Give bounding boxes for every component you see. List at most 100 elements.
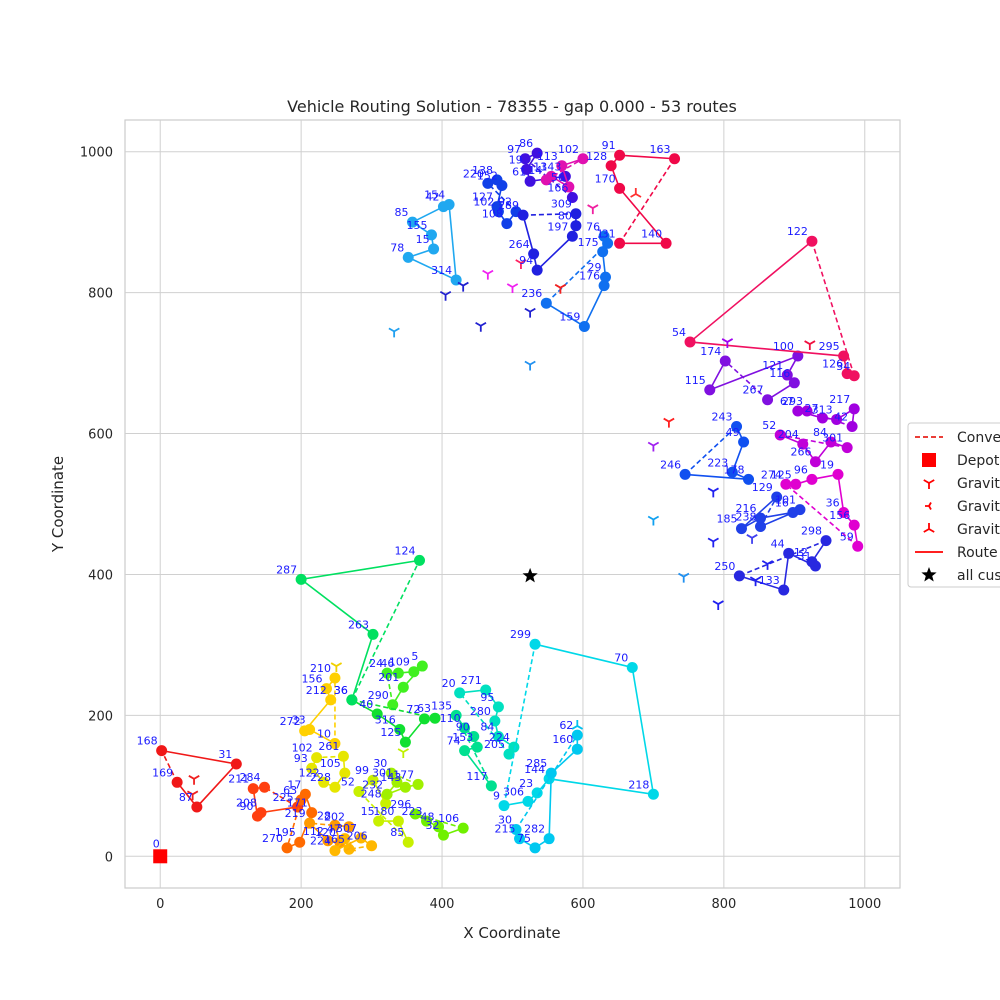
customer-label: 140 — [641, 227, 662, 240]
customer-label: 27 — [805, 402, 819, 415]
customer-label: 152 — [477, 170, 498, 183]
route-line — [161, 749, 238, 809]
customer-label: 309 — [551, 198, 572, 211]
customer-label: 208 — [236, 797, 257, 810]
customer-point — [531, 147, 543, 159]
customer-label: 299 — [510, 628, 531, 641]
customer-point — [471, 741, 483, 753]
customer-point — [454, 687, 466, 699]
customer-point — [626, 661, 638, 673]
customer-point — [295, 573, 307, 585]
customer-point — [521, 163, 533, 175]
route-dashed-leg — [358, 790, 409, 843]
customer-label: 48 — [421, 811, 435, 824]
customer-label: 290 — [368, 689, 389, 702]
customer-label: 105 — [320, 757, 341, 770]
legend-square-swatch — [922, 453, 936, 467]
customer-label: 97 — [507, 143, 521, 156]
route-dashed-leg — [309, 822, 350, 828]
customer-point — [343, 821, 355, 833]
customer-label: 261 — [318, 740, 339, 753]
customer-point — [570, 220, 582, 232]
customer-point — [543, 833, 555, 845]
customer-point — [457, 822, 469, 834]
customer-label: 216 — [736, 502, 757, 515]
customer-label: 32 — [425, 819, 439, 832]
customer-point — [540, 297, 552, 309]
customer-label: 238 — [736, 511, 757, 524]
customer-point — [353, 785, 365, 797]
customer-point — [421, 815, 433, 827]
x-axis-label: X Coordinate — [463, 924, 560, 942]
customer-label: 86 — [519, 137, 533, 150]
customer-point — [571, 729, 583, 741]
gravity-marker — [663, 417, 675, 428]
gravity-marker — [707, 487, 719, 498]
customer-label: 153 — [452, 731, 473, 744]
customer-label: 202 — [324, 811, 345, 824]
customer-point — [329, 781, 341, 793]
customer-point — [733, 570, 745, 582]
customer-point — [846, 420, 858, 432]
gravity-marker — [678, 572, 690, 583]
customer-label: 31 — [602, 227, 616, 240]
customer-point — [381, 667, 393, 679]
y-axis-label: Y Coordinate — [49, 456, 67, 553]
customer-label: 125 — [380, 726, 401, 739]
customer-label: 264 — [509, 238, 530, 251]
customer-point — [838, 506, 850, 518]
customer-point — [774, 429, 786, 441]
customer-point — [321, 683, 332, 695]
customer-label: 168 — [137, 735, 158, 748]
gravity-marker — [707, 537, 719, 548]
customer-label: 15 — [416, 233, 430, 246]
route-dashed-leg — [545, 158, 584, 181]
customer-point — [485, 780, 497, 792]
customer-point — [570, 208, 582, 220]
customer-label: 61 — [512, 165, 526, 178]
customer-point — [259, 781, 270, 793]
customer-point — [848, 403, 860, 415]
route-dashed-leg — [415, 813, 464, 829]
customer-point — [806, 556, 818, 568]
customer-label: 31 — [797, 550, 811, 563]
customer-label: 99 — [355, 764, 369, 777]
customer-point — [387, 699, 399, 711]
customer-point — [437, 829, 449, 841]
x-tick-label: 800 — [711, 897, 736, 912]
customer-point — [381, 788, 393, 800]
customer-point — [598, 280, 610, 292]
customer-label: 9 — [493, 790, 500, 803]
customer-point — [498, 800, 510, 812]
customer-point — [367, 628, 379, 640]
route-dashed-leg — [160, 750, 178, 783]
customer-point — [391, 776, 403, 788]
customer-point — [412, 778, 424, 790]
customer-label: 19 — [820, 458, 834, 471]
customer-label: 101 — [775, 494, 796, 507]
customer-point — [743, 473, 755, 485]
customer-label: 267 — [743, 384, 764, 397]
gravity-marker — [804, 340, 816, 351]
customer-point — [825, 436, 837, 448]
route-dashed-leg — [351, 560, 421, 701]
customer-point — [614, 237, 626, 249]
customer-label: 108 — [482, 208, 503, 221]
y-tick-label: 400 — [88, 568, 113, 583]
customer-label: 40 — [359, 698, 373, 711]
customer-point — [367, 774, 379, 786]
route-dashed-leg — [618, 158, 676, 244]
customer-label: 126 — [822, 358, 843, 371]
customer-label: 84 — [480, 721, 494, 734]
customer-label: 225 — [273, 791, 294, 804]
customer-label: 171 — [287, 797, 308, 810]
customer-label: 90 — [239, 800, 253, 813]
customer-label: 206 — [347, 830, 368, 843]
customer-label: 295 — [819, 340, 840, 353]
customer-point — [371, 708, 383, 720]
customer-point — [578, 320, 590, 332]
y-tick-label: 600 — [88, 428, 113, 443]
customer-label: 62 — [559, 719, 573, 732]
customer-point — [480, 684, 492, 696]
